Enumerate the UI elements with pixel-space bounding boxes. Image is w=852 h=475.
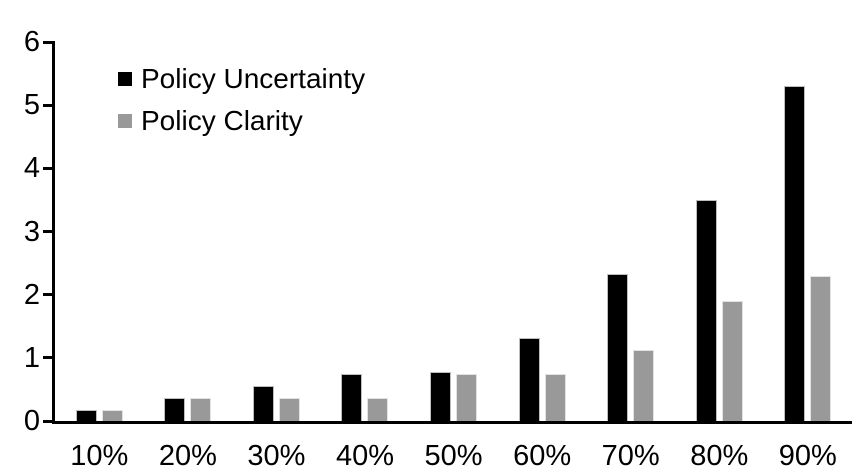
y-axis-tick <box>43 40 52 44</box>
legend-label-policy-clarity: Policy Clarity <box>141 105 303 136</box>
bar-policy-uncertainty-70% <box>607 273 629 421</box>
legend-item-policy-clarity: Policy Clarity <box>118 104 365 138</box>
bar-policy-clarity-20% <box>190 397 212 421</box>
bar-policy-uncertainty-30% <box>252 386 274 421</box>
bar-policy-clarity-30% <box>278 397 300 421</box>
bar-policy-uncertainty-90% <box>784 86 806 421</box>
bar-policy-clarity-80% <box>721 300 743 421</box>
bar-group-80% <box>675 42 764 421</box>
bar-policy-clarity-70% <box>633 349 655 421</box>
bar-policy-uncertainty-50% <box>430 372 452 421</box>
x-axis-label-30%: 30% <box>247 440 306 472</box>
legend-swatch-black-icon <box>118 72 132 86</box>
y-axis-line <box>52 41 55 424</box>
bar-policy-clarity-40% <box>367 397 389 421</box>
y-axis-label: 5 <box>23 89 40 122</box>
bar-group-20% <box>144 42 233 421</box>
plot-area <box>43 40 852 424</box>
bar-groups <box>55 42 852 421</box>
bar-policy-uncertainty-10% <box>75 409 97 421</box>
bar-group-50% <box>409 42 498 421</box>
y-axis-tick <box>43 356 52 360</box>
x-axis-label-10%: 10% <box>70 440 129 472</box>
y-axis-label: 4 <box>23 152 40 185</box>
bar-group-70% <box>586 42 675 421</box>
y-axis-tick <box>43 293 52 297</box>
bar-group-30% <box>232 42 321 421</box>
x-axis-label-40%: 40% <box>335 440 394 472</box>
y-axis-tick <box>43 419 52 423</box>
legend-swatch-gray-icon <box>118 114 132 128</box>
bar-group-60% <box>498 42 587 421</box>
bar-policy-uncertainty-60% <box>518 337 540 421</box>
y-axis-label: 0 <box>23 405 40 437</box>
y-axis-tick <box>43 103 52 107</box>
bar-group-90% <box>764 42 852 421</box>
legend: Policy Uncertainty Policy Clarity <box>118 62 365 138</box>
bar-policy-clarity-50% <box>456 373 478 421</box>
y-axis-label: 3 <box>23 215 40 248</box>
x-axis-line <box>52 421 852 424</box>
bar-policy-uncertainty-20% <box>164 397 186 421</box>
bar-policy-uncertainty-80% <box>695 199 717 421</box>
bar-group-40% <box>321 42 410 421</box>
x-axis-label-70%: 70% <box>601 440 660 472</box>
x-axis-label-90%: 90% <box>778 440 837 472</box>
y-axis-label: 6 <box>23 26 40 58</box>
y-axis-label: 1 <box>23 341 40 374</box>
bar-group-10% <box>55 42 144 421</box>
x-axis-label-50%: 50% <box>424 440 483 472</box>
bar-policy-clarity-10% <box>101 409 123 421</box>
x-axis-label-20%: 20% <box>158 440 217 472</box>
legend-item-policy-uncertainty: Policy Uncertainty <box>118 62 365 96</box>
bar-policy-clarity-90% <box>810 275 832 421</box>
legend-label-policy-uncertainty: Policy Uncertainty <box>141 63 366 94</box>
y-axis-label: 2 <box>23 278 40 311</box>
x-axis-label-80%: 80% <box>690 440 749 472</box>
y-axis-tick <box>43 166 52 170</box>
bar-policy-uncertainty-40% <box>341 373 363 421</box>
y-axis-tick <box>43 230 52 233</box>
bar-policy-clarity-60% <box>544 373 566 421</box>
x-axis-label-60%: 60% <box>513 440 572 472</box>
x-axis-tick-labels: 10% 20% 30% 40% 50% 60% 70% 80% 90% <box>55 439 852 473</box>
